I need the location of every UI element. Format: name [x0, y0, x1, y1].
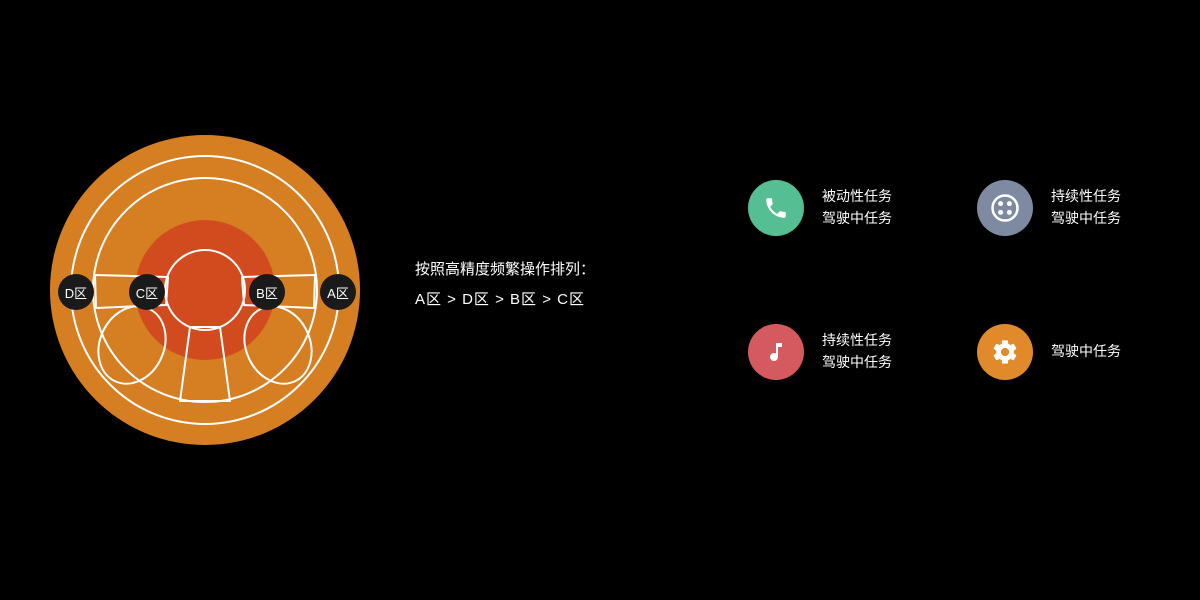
task-reel-line2: 驾驶中任务: [1051, 208, 1121, 230]
task-reel-text: 持续性任务 驾驶中任务: [1051, 186, 1121, 229]
zone-label-c: C区: [129, 274, 165, 310]
zone-label-d: D区: [58, 274, 94, 310]
zone-label-b: B区: [249, 274, 285, 310]
reel-icon: [977, 180, 1033, 236]
zone-label-d-text: D区: [65, 283, 87, 302]
ranking-order: A区 > D区 > B区 > C区: [415, 285, 595, 315]
task-phone-text: 被动性任务 驾驶中任务: [822, 186, 892, 229]
task-phone: 被动性任务 驾驶中任务: [748, 180, 959, 236]
task-gear: 驾驶中任务: [977, 324, 1188, 380]
task-reel: 持续性任务 驾驶中任务: [977, 180, 1188, 236]
task-phone-line1: 被动性任务: [822, 186, 892, 208]
task-music-line2: 驾驶中任务: [822, 352, 892, 374]
zone-label-a: A区: [320, 274, 356, 310]
task-music: 持续性任务 驾驶中任务: [748, 324, 959, 380]
wheel-svg: [50, 135, 360, 445]
zone-label-b-text: B区: [256, 283, 278, 302]
task-reel-line1: 持续性任务: [1051, 186, 1121, 208]
steering-wheel-diagram: [50, 135, 360, 445]
stage: D区 C区 B区 A区 按照高精度频繁操作排列： A区 > D区 > B区 > …: [0, 0, 1200, 600]
task-music-line1: 持续性任务: [822, 330, 892, 352]
task-phone-line2: 驾驶中任务: [822, 208, 892, 230]
ranking-block: 按照高精度频繁操作排列： A区 > D区 > B区 > C区: [415, 255, 595, 315]
task-music-text: 持续性任务 驾驶中任务: [822, 330, 892, 373]
task-gear-text: 驾驶中任务: [1051, 341, 1121, 363]
zone-label-c-text: C区: [136, 283, 158, 302]
gear-icon: [977, 324, 1033, 380]
zone-label-a-text: A区: [327, 283, 349, 302]
task-grid: 被动性任务 驾驶中任务 持续性任务 驾驶中任务: [748, 180, 1188, 380]
ranking-title: 按照高精度频繁操作排列：: [415, 255, 595, 285]
music-icon: [748, 324, 804, 380]
phone-icon: [748, 180, 804, 236]
task-gear-line1: 驾驶中任务: [1051, 341, 1121, 363]
